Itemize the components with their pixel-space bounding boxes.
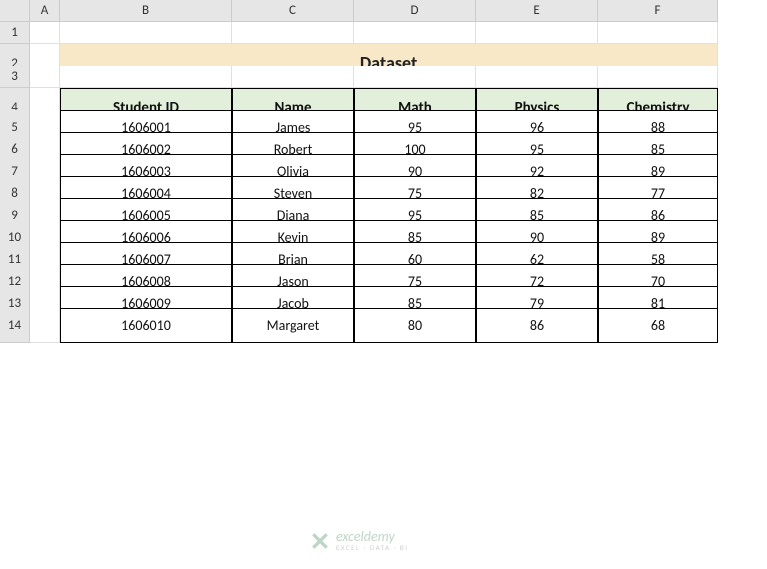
watermark: exceldemy EXCEL · DATA · BI [310,530,409,551]
table-cell-student-id[interactable]: 1606010 [60,308,232,343]
cell-blank[interactable] [598,66,718,88]
column-header-F[interactable]: F [598,0,718,22]
select-all-corner[interactable] [0,0,30,22]
table-cell-chemistry[interactable]: 68 [598,308,718,343]
cell-blank[interactable] [354,66,476,88]
table-cell-name[interactable]: Margaret [232,308,354,343]
row-header-3[interactable]: 3 [0,66,30,88]
cell-A14[interactable] [30,308,60,343]
cell-blank[interactable] [476,66,598,88]
cell-blank[interactable] [232,66,354,88]
column-header-B[interactable]: B [60,0,232,22]
cell-blank[interactable] [598,22,718,44]
table-cell-math[interactable]: 80 [354,308,476,343]
cell-blank[interactable] [30,22,60,44]
watermark-name: exceldemy [336,530,409,544]
cell-blank[interactable] [60,66,232,88]
watermark-logo-icon [310,531,330,551]
cell-blank[interactable] [30,66,60,88]
cell-blank[interactable] [60,22,232,44]
cell-blank[interactable] [476,22,598,44]
column-header-D[interactable]: D [354,0,476,22]
column-header-E[interactable]: E [476,0,598,22]
row-header-1[interactable]: 1 [0,22,30,44]
table-cell-physics[interactable]: 86 [476,308,598,343]
column-header-A[interactable]: A [30,0,60,22]
cell-blank[interactable] [232,22,354,44]
row-header-14[interactable]: 14 [0,308,30,343]
cell-blank[interactable] [354,22,476,44]
column-header-C[interactable]: C [232,0,354,22]
watermark-tagline: EXCEL · DATA · BI [336,544,409,551]
